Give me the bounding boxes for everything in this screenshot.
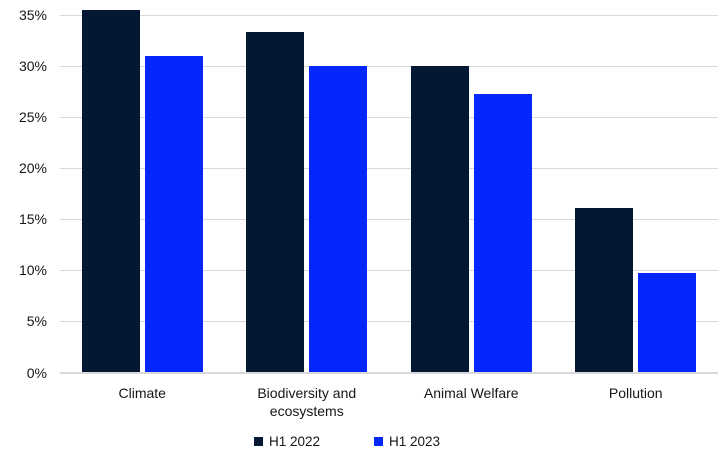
gridline xyxy=(60,167,718,169)
x-axis-baseline xyxy=(60,371,718,374)
y-tick-label: 35% xyxy=(18,7,47,23)
bar-h1-2023-climate xyxy=(144,55,203,373)
bar-h1-2023-biodiversity-and-ecosystems xyxy=(309,66,368,373)
legend-item-h1-2022: H1 2022 xyxy=(253,434,320,449)
bar-h1-2023-animal-welfare xyxy=(473,93,532,373)
x-category-label-climate: Climate xyxy=(118,385,166,401)
y-tick-label: 5% xyxy=(26,313,47,330)
bar-h1-2023-pollution xyxy=(638,273,697,373)
gridline xyxy=(60,269,718,271)
x-category-label-animal-welfare: Animal Welfare xyxy=(423,385,519,401)
legend-swatch-h1-2023 xyxy=(374,437,383,446)
gridline xyxy=(60,320,718,322)
bar-h1-2022-climate xyxy=(81,9,140,373)
gridline xyxy=(60,116,718,118)
bar-h1-2022-animal-welfare xyxy=(410,66,469,373)
y-tick-label: 10% xyxy=(18,262,47,279)
legend-label: H1 2023 xyxy=(389,434,441,449)
x-category-label-pollution: Pollution xyxy=(608,385,663,401)
y-tick-label: 20% xyxy=(18,160,47,177)
y-tick-label: 25% xyxy=(18,109,47,126)
gridline xyxy=(60,14,718,16)
gridline xyxy=(60,218,718,220)
y-tick-label: 15% xyxy=(18,211,47,228)
x-category-label-biodiversity-and-ecosystems: Biodiversity and ecosystems xyxy=(257,385,357,419)
legend-item-h1-2023: H1 2023 xyxy=(374,434,440,449)
y-tick-label: 0% xyxy=(26,364,47,381)
gridline xyxy=(60,65,718,67)
legend-label: H1 2022 xyxy=(268,434,320,449)
y-tick-label: 30% xyxy=(18,58,47,75)
bar-h1-2022-pollution xyxy=(575,208,634,373)
legend-swatch-h1-2022 xyxy=(253,437,263,446)
bar-h1-2022-biodiversity-and-ecosystems xyxy=(246,32,305,373)
legend: H1 2022 H1 2023 xyxy=(0,434,708,449)
